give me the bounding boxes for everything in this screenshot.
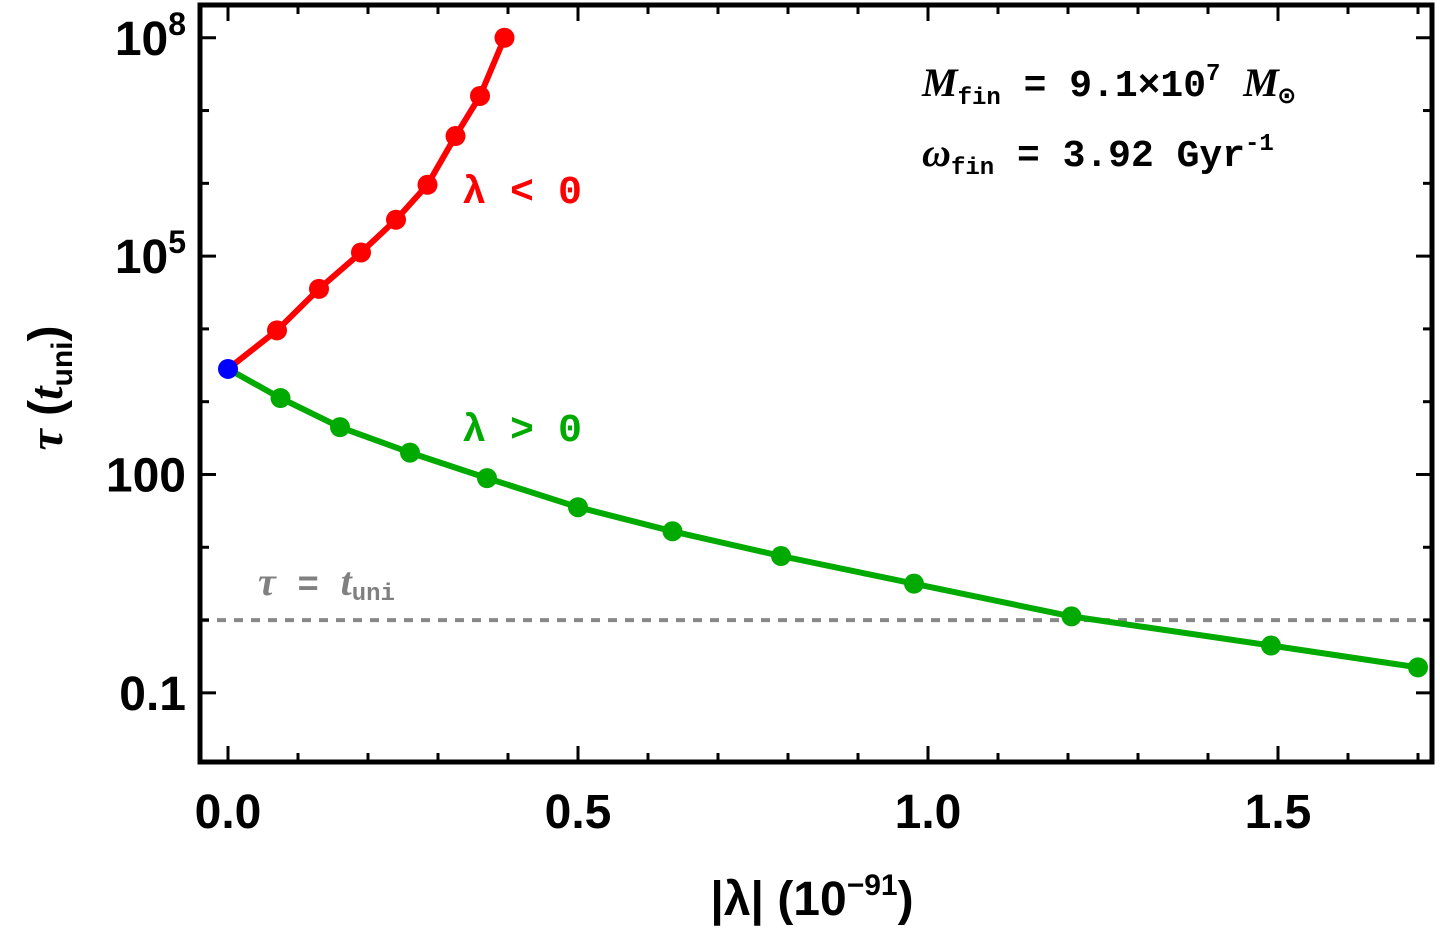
plot-frame: [197, 2, 1435, 765]
annotation-pos-lambda: λ > 0: [462, 409, 582, 454]
series-1-point: [477, 468, 497, 489]
series-0-point: [386, 209, 406, 230]
series-1-point: [904, 573, 924, 594]
annotation-omega: ωfin = 3.92 Gyr-1: [922, 130, 1274, 182]
y-tick-label: 105: [115, 224, 186, 284]
x-tick-label: 0.0: [195, 786, 262, 839]
x-tick-label: 1.0: [895, 786, 962, 839]
y-tick-label: 100: [106, 449, 186, 502]
series-1-point: [270, 388, 291, 409]
series-0-point: [309, 278, 329, 299]
series-0-point: [417, 174, 438, 195]
series-layer: [218, 27, 1428, 678]
y-axis-title: τ (tuni): [20, 326, 79, 451]
series-1-point: [568, 497, 588, 518]
series-1-point: [1261, 635, 1281, 656]
series-0-point: [494, 27, 515, 48]
series-0-point: [351, 242, 371, 263]
y-tick-label: 108: [115, 6, 186, 66]
series-line-1: [225, 365, 1421, 671]
series-1-point: [662, 521, 683, 542]
annotation-neg-lambda: λ < 0: [462, 171, 582, 216]
annotation-mass: Mfin = 9.1×107 M⊙: [921, 60, 1295, 112]
x-tick-label: 0.5: [545, 786, 612, 839]
series-1-point: [1408, 657, 1428, 678]
series-1-point: [771, 546, 791, 567]
frame-layer: [197, 2, 1435, 765]
origin-point: [218, 358, 238, 379]
series-0-point: [470, 85, 490, 106]
series-0-point: [445, 126, 466, 147]
series-1-point: [400, 442, 420, 463]
annotation-ref-line: τ = tuni: [258, 559, 395, 608]
x-axis-title: |λ| (10−91): [710, 869, 913, 926]
y-tick-label: 0.1: [119, 668, 186, 721]
series-1-point: [330, 417, 350, 438]
x-tick-label: 1.5: [1245, 786, 1312, 839]
series-0-point: [267, 320, 287, 341]
series-1-point: [1061, 606, 1082, 627]
tick-labels: 0.0 0.5 1.0 1.5 0.1 100 105 108: [106, 6, 1311, 839]
